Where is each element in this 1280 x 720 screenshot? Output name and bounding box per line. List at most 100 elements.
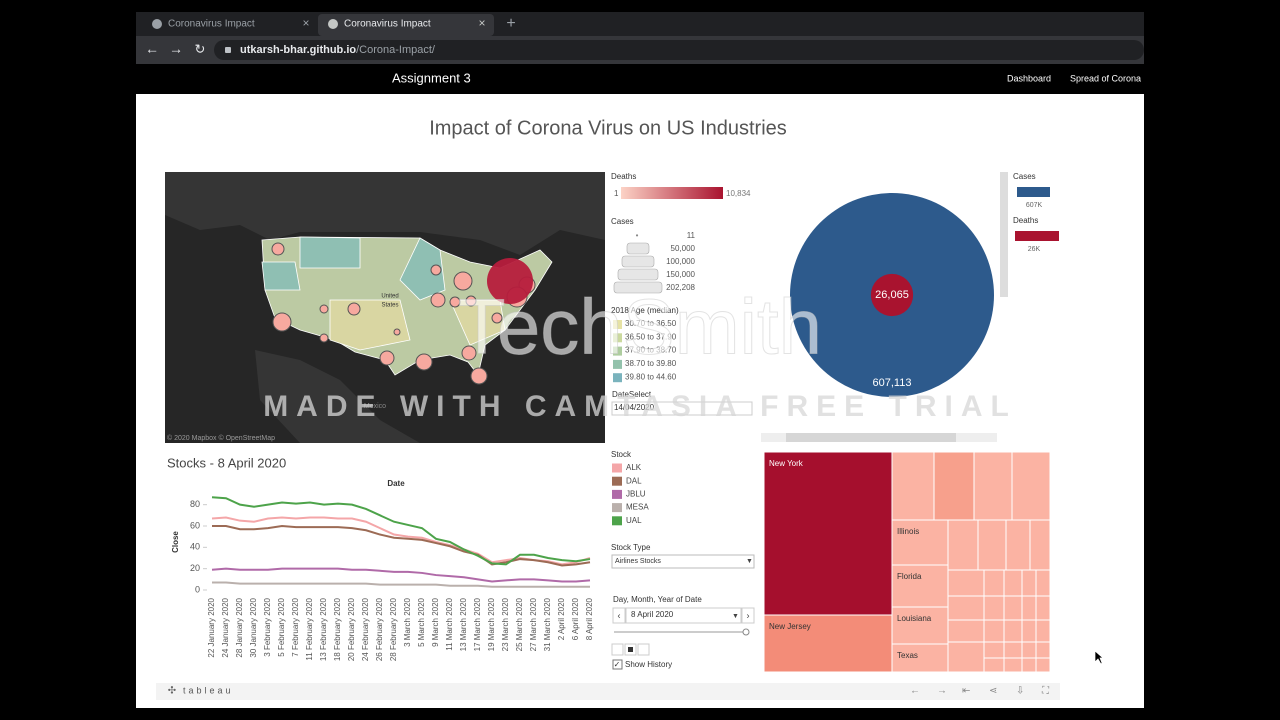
stock-type-dropdown[interactable] bbox=[611, 554, 755, 569]
legend-label[interactable]: UAL bbox=[626, 516, 642, 525]
svg-text:←: ← bbox=[910, 686, 920, 697]
x-tick-label: 5 February 2020 bbox=[277, 597, 286, 656]
legend-label[interactable]: ALK bbox=[626, 463, 642, 472]
x-tick-label: 17 March 2020 bbox=[473, 597, 482, 651]
x-tick-label: 3 March 2020 bbox=[403, 597, 412, 646]
nav-link[interactable]: Dashboard bbox=[1007, 73, 1051, 83]
x-axis-label: Date bbox=[387, 479, 405, 488]
treemap-cell[interactable] bbox=[891, 564, 949, 608]
legend-label: 36.50 to 37.90 bbox=[625, 332, 677, 341]
tab-title[interactable]: Coronavirus Impact bbox=[168, 19, 255, 30]
cases-size-legend bbox=[613, 242, 663, 294]
treemap-cell[interactable] bbox=[891, 643, 949, 673]
dropdown-arrow: ▼ bbox=[746, 558, 753, 565]
bubble[interactable] bbox=[870, 273, 914, 317]
treemap-label: Louisiana bbox=[897, 614, 932, 623]
tab-close[interactable]: × bbox=[478, 16, 485, 30]
legend-label: 37.90 to 38.70 bbox=[625, 346, 677, 355]
reload-button[interactable]: ↻ bbox=[195, 41, 206, 56]
line-series[interactable] bbox=[211, 496, 591, 566]
treemap-label: New York bbox=[769, 459, 804, 468]
x-tick-label: 2 April 2020 bbox=[557, 597, 566, 640]
control-value: 8 April 2020 bbox=[631, 610, 674, 619]
tableau-brand[interactable]: tableau bbox=[183, 685, 234, 695]
chart-title: Stocks - 8 April 2020 bbox=[167, 455, 286, 470]
legend-label[interactable]: DAL bbox=[626, 476, 642, 485]
x-tick-label: 8 April 2020 bbox=[585, 597, 594, 640]
tab-active[interactable] bbox=[318, 14, 494, 36]
date-select-input[interactable] bbox=[611, 401, 753, 416]
legend-title: DateSelect bbox=[612, 390, 652, 399]
treemap-cell[interactable] bbox=[891, 606, 949, 645]
x-tick-label: 25 March 2020 bbox=[515, 597, 524, 651]
legend-swatch bbox=[612, 503, 622, 513]
legend-swatch bbox=[612, 489, 622, 499]
bubble-label: 607,113 bbox=[873, 377, 912, 389]
legend-label[interactable]: JBLU bbox=[626, 490, 646, 499]
forward-button[interactable]: → bbox=[169, 41, 183, 57]
toolbar-icons[interactable]: ← → ⇤ ⋖ ⇩ ⛶ bbox=[910, 686, 1050, 697]
x-tick-label: 5 March 2020 bbox=[417, 597, 426, 646]
treemap-label: Illinois bbox=[897, 527, 919, 536]
nav-link[interactable]: Spread of Corona bbox=[1070, 73, 1141, 83]
tableau-logo: ✣ bbox=[168, 686, 176, 697]
line-series[interactable] bbox=[211, 567, 591, 583]
checkbox-label[interactable]: Show History bbox=[625, 660, 672, 669]
legend-label: 30.70 to 36.50 bbox=[625, 319, 677, 328]
watermark-brand: TechSmith bbox=[458, 283, 822, 371]
y-tick-label: 80 bbox=[190, 499, 200, 509]
back-button[interactable]: ← bbox=[145, 41, 159, 57]
treemap-cell[interactable] bbox=[891, 519, 949, 566]
slider-handle[interactable] bbox=[742, 628, 750, 636]
show-history-checkbox[interactable] bbox=[612, 659, 623, 670]
new-tab[interactable]: + bbox=[506, 15, 515, 32]
line-series[interactable] bbox=[212, 581, 590, 588]
control-title: Stock Type bbox=[611, 543, 651, 552]
legend-swatch bbox=[612, 516, 622, 526]
treemap-cell[interactable] bbox=[763, 614, 893, 673]
tab-title[interactable]: Coronavirus Impact bbox=[344, 19, 431, 30]
play-forward[interactable] bbox=[637, 643, 650, 656]
legend-title: 2018 Age (median) bbox=[611, 306, 679, 315]
legend-swatch bbox=[1017, 187, 1050, 197]
prev-icon: ‹ bbox=[618, 610, 621, 620]
input-value: 14/04/2020 bbox=[614, 403, 655, 412]
x-tick-label: 13 March 2020 bbox=[459, 597, 468, 651]
line-series[interactable] bbox=[212, 524, 591, 567]
navbar-brand[interactable]: Assignment 3 bbox=[392, 70, 471, 85]
tab[interactable] bbox=[142, 14, 318, 36]
y-tick-label: 20 bbox=[190, 563, 200, 573]
legend-label: 11 bbox=[687, 231, 696, 240]
legend-swatch bbox=[613, 373, 622, 383]
x-tick-label: 20 February 2020 bbox=[347, 597, 356, 661]
y-tick-label: 60 bbox=[190, 520, 200, 530]
map-circles bbox=[271, 242, 536, 385]
map-label: States bbox=[381, 303, 398, 309]
scrollbar[interactable] bbox=[786, 433, 956, 442]
legend-label: 607K bbox=[1026, 202, 1043, 209]
treemap-cell[interactable] bbox=[763, 451, 893, 616]
address-bar[interactable] bbox=[214, 40, 1144, 60]
x-tick-label: 30 January 2020 bbox=[249, 597, 258, 657]
scrollbar[interactable] bbox=[1000, 172, 1008, 297]
legend-swatch bbox=[612, 463, 622, 473]
y-tick-label: 0 bbox=[195, 584, 200, 594]
x-tick-label: 7 February 2020 bbox=[291, 597, 300, 656]
x-tick-label: 23 March 2020 bbox=[501, 597, 510, 651]
legend-label[interactable]: MESA bbox=[626, 503, 649, 512]
x-tick-label: 28 February 2020 bbox=[389, 597, 398, 661]
bubble-label: 26,065 bbox=[875, 289, 909, 301]
pause-icon bbox=[628, 647, 633, 652]
tab-icon bbox=[328, 19, 338, 29]
svg-text:⇤: ⇤ bbox=[962, 686, 970, 697]
cases-min-mark: • bbox=[636, 231, 639, 240]
x-tick-label: 13 February 2020 bbox=[319, 597, 328, 661]
map[interactable] bbox=[165, 172, 605, 443]
prev-date[interactable] bbox=[612, 607, 626, 624]
tab-close[interactable]: × bbox=[302, 16, 309, 30]
date-filter-dropdown[interactable] bbox=[625, 607, 742, 624]
play-back[interactable] bbox=[611, 643, 624, 656]
deaths-gradient bbox=[621, 187, 723, 199]
next-date[interactable] bbox=[741, 607, 755, 624]
